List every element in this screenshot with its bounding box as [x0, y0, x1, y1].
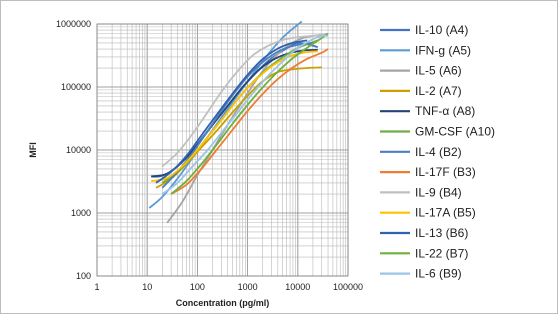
x-tick-label: 1 — [94, 282, 99, 292]
legend-item: IL-10 (A4) — [380, 23, 468, 37]
y-tick-label: 100 — [76, 271, 91, 281]
legend-label: IL-17F (B3) — [415, 165, 476, 179]
y-tick-label: 100000 — [61, 82, 91, 92]
y-axis-title: MFI — [28, 142, 38, 158]
plot-area-border — [96, 23, 349, 277]
legend-label: IL-17A (B5) — [415, 206, 476, 220]
legend-item: TNF-α (A8) — [380, 104, 475, 118]
x-tick-label: 10000 — [285, 282, 310, 292]
legend-label: IFN-g (A5) — [415, 43, 471, 57]
series-layer — [148, 20, 329, 224]
legend-item: IL-17A (B5) — [380, 206, 476, 220]
legend: IL-10 (A4) IFN-g (A5) IL-5 (A6) IL-2 (A7) TN… — [380, 23, 495, 281]
tick-label-layer: 1 10 100 1000 10000 100000 100 1000 10000 100000 1… — [56, 19, 363, 292]
x-tick-label: 100000 — [333, 282, 363, 292]
legend-label: TNF-α (A8) — [415, 104, 475, 118]
legend-item: GM-CSF (A10) — [380, 125, 495, 139]
legend-item: IL-17F (B3) — [380, 165, 476, 179]
legend-label: GM-CSF (A10) — [415, 125, 495, 139]
series-line-10 — [150, 50, 318, 183]
legend-label: IL-6 (B9) — [415, 267, 462, 281]
series-line-8 — [170, 48, 329, 195]
legend-item: IL-22 (B7) — [380, 246, 468, 260]
grid-layer — [96, 23, 349, 277]
legend-item: IL-4 (B2) — [380, 145, 462, 159]
x-tick-label: 10 — [142, 282, 152, 292]
legend-label: IL-9 (B4) — [415, 185, 462, 199]
legend-label: IL-5 (A6) — [415, 64, 462, 78]
series-line-12 — [170, 33, 329, 195]
y-tick-label: 1000 — [71, 208, 91, 218]
series-line-2 — [148, 20, 303, 209]
legend-item: IL-13 (B6) — [380, 226, 468, 240]
x-tick-label: 100 — [190, 282, 205, 292]
legend-item: IL-5 (A6) — [380, 64, 462, 78]
series-line-13 — [161, 34, 329, 195]
legend-item: IL-6 (B9) — [380, 267, 462, 281]
legend-label: IL-22 (B7) — [415, 246, 468, 260]
legend-label: IL-2 (A7) — [415, 84, 462, 98]
legend-label: IL-4 (B2) — [415, 145, 462, 159]
series-line-7 — [161, 42, 313, 189]
y-tick-label: 1000000 — [56, 19, 91, 29]
legend-item: IL-9 (B4) — [380, 185, 462, 199]
legend-item: IL-2 (A7) — [380, 84, 462, 98]
legend-label: IL-13 (B6) — [415, 226, 468, 240]
series-line-11 — [155, 39, 308, 184]
legend-item: IFN-g (A5) — [380, 43, 471, 57]
y-tick-label: 10000 — [66, 145, 91, 155]
x-tick-label: 1000 — [238, 282, 258, 292]
x-axis-title: Concentration (pg/ml) — [176, 298, 270, 308]
legend-label: IL-10 (A4) — [415, 23, 468, 37]
series-line-9 — [161, 33, 329, 168]
